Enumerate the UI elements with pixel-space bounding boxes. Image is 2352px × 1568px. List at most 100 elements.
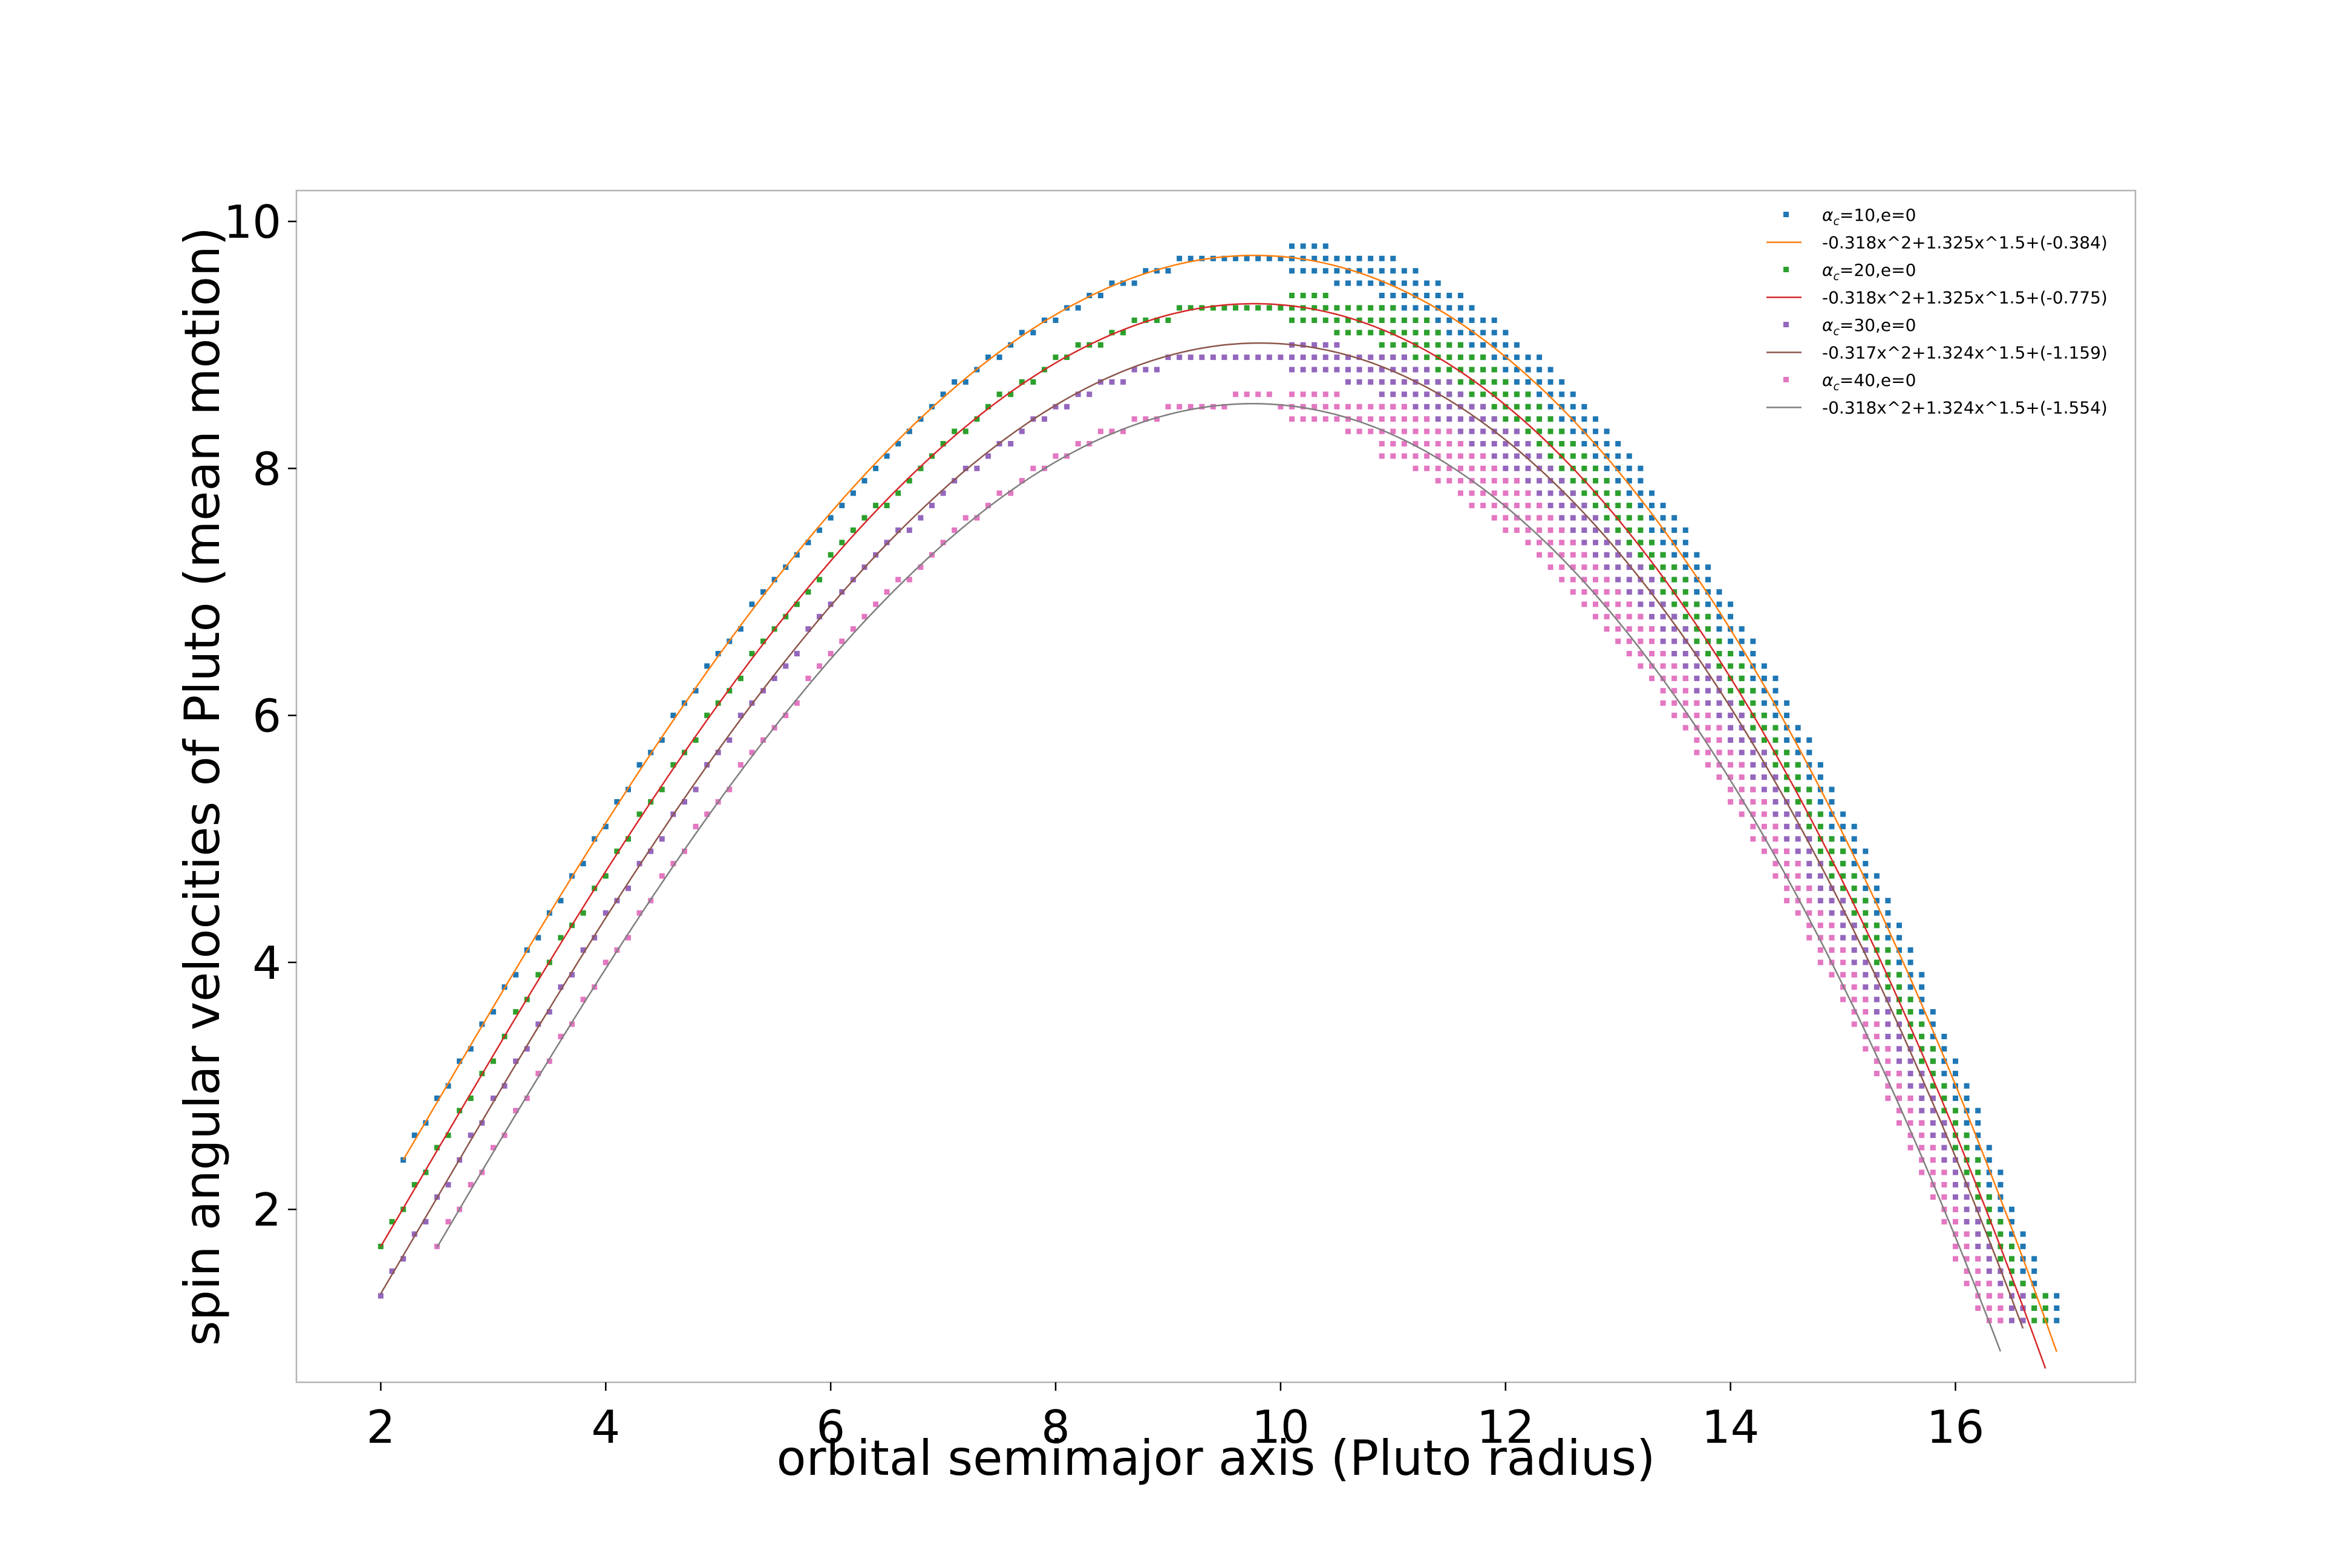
data-point — [1660, 626, 1666, 632]
data-point — [1503, 503, 1509, 509]
data-point — [1964, 1194, 1970, 1200]
data-point — [479, 1120, 485, 1126]
data-point — [1907, 984, 1913, 990]
data-point — [1019, 478, 1025, 484]
data-point — [794, 700, 800, 706]
data-point — [1930, 1169, 1936, 1175]
data-point — [1873, 996, 1880, 1002]
data-point — [1379, 416, 1385, 422]
data-point — [1345, 330, 1351, 336]
data-point — [1221, 255, 1227, 261]
data-point — [1030, 465, 1036, 471]
data-point — [558, 898, 564, 904]
data-point — [1660, 613, 1666, 619]
data-point — [1761, 675, 1767, 681]
data-point — [1682, 713, 1688, 719]
data-point — [1547, 453, 1553, 459]
data-point — [727, 737, 733, 743]
data-point — [1469, 354, 1475, 361]
data-point — [1503, 391, 1509, 397]
data-point — [1390, 428, 1396, 434]
data-point — [1525, 540, 1531, 546]
data-point — [2009, 1268, 2014, 1274]
data-point — [1356, 367, 1362, 373]
data-point — [1480, 330, 1486, 336]
data-point — [2009, 1243, 2014, 1249]
data-point — [1795, 823, 1801, 829]
data-point — [1525, 453, 1531, 459]
data-point — [445, 1181, 451, 1187]
data-point — [1716, 713, 1722, 719]
data-point — [1581, 527, 1587, 533]
data-point — [1053, 354, 1059, 361]
data-point — [1671, 515, 1677, 521]
data-point — [1413, 416, 1419, 422]
data-point — [1300, 416, 1306, 422]
data-point — [2054, 1293, 2060, 1299]
data-point — [1390, 416, 1396, 422]
data-point — [1008, 490, 1014, 496]
data-point — [1986, 1145, 1992, 1151]
data-point — [1638, 564, 1644, 570]
data-point — [1739, 675, 1745, 681]
data-point — [985, 453, 991, 459]
data-point — [1469, 428, 1475, 434]
legend-marker — [1783, 267, 1789, 272]
data-point — [749, 651, 755, 656]
data-point — [1312, 354, 1318, 361]
data-point — [1413, 293, 1419, 298]
data-point — [1424, 293, 1430, 298]
data-point — [1379, 268, 1385, 274]
data-point — [1964, 1169, 1970, 1175]
legend-entry: -0.317x^2+1.324x^1.5+(-1.159) — [1766, 343, 2108, 363]
data-point — [1390, 330, 1396, 336]
data-point — [1705, 577, 1711, 583]
data-point — [861, 478, 867, 484]
data-point — [1537, 527, 1543, 533]
data-point — [1728, 737, 1734, 743]
data-point — [1547, 391, 1553, 397]
data-point — [1907, 1071, 1913, 1077]
data-point — [1593, 552, 1598, 558]
data-point — [1649, 601, 1655, 607]
data-point — [1907, 1058, 1913, 1064]
data-point — [1851, 836, 1857, 842]
data-point — [1772, 799, 1779, 805]
legend-entry: -0.318x^2+1.325x^1.5+(-0.384) — [1766, 233, 2108, 253]
data-point — [1907, 1083, 1913, 1089]
data-point — [918, 515, 924, 521]
data-point — [861, 613, 867, 619]
data-point — [580, 996, 586, 1002]
data-point — [1873, 1033, 1880, 1039]
data-point — [1345, 280, 1351, 286]
data-point — [1626, 490, 1632, 496]
data-point — [1682, 626, 1688, 632]
data-point — [1975, 1243, 1981, 1249]
data-point — [1885, 898, 1891, 904]
data-point — [1873, 1009, 1880, 1015]
data-point — [1480, 354, 1486, 361]
data-point — [1649, 552, 1655, 558]
data-point — [670, 861, 676, 867]
data-point — [1581, 465, 1587, 471]
data-point — [468, 1096, 474, 1101]
data-point — [1334, 367, 1340, 373]
data-point — [1312, 416, 1318, 422]
data-point — [906, 577, 912, 583]
data-point — [1941, 1108, 1947, 1114]
data-point — [1390, 342, 1396, 348]
data-point — [1334, 391, 1340, 397]
data-point — [1896, 996, 1902, 1002]
data-point — [1379, 428, 1385, 434]
data-point — [1278, 354, 1284, 361]
data-point — [1919, 996, 1925, 1002]
data-point — [1873, 873, 1880, 879]
data-point — [1570, 540, 1576, 546]
data-point — [1772, 786, 1779, 792]
data-point — [929, 503, 935, 509]
data-point — [1660, 552, 1666, 558]
data-point — [895, 490, 901, 496]
data-point — [1559, 527, 1565, 533]
data-point — [1266, 354, 1272, 361]
data-point — [1446, 465, 1452, 471]
